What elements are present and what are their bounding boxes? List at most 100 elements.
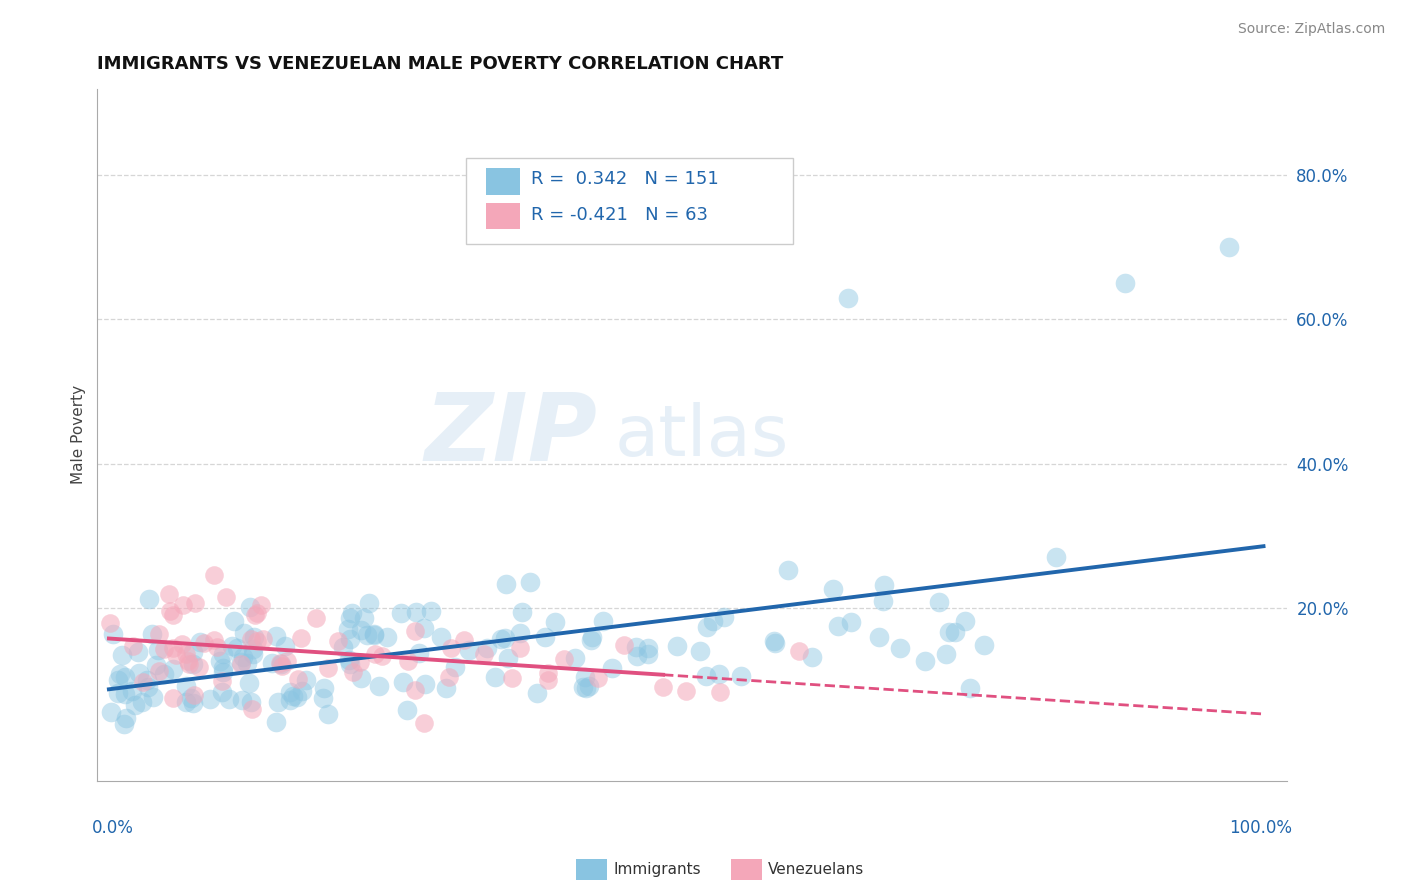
Point [131, 695, 153, 709]
Point [252, 632, 274, 646]
Point [211, 685, 233, 699]
Point [702, 615, 724, 629]
Point [326, 633, 349, 648]
Point [183, 688, 205, 702]
Point [339, 632, 361, 646]
Point [135, 673, 157, 687]
Point [172, 637, 194, 651]
Point [613, 638, 636, 652]
Point [537, 665, 560, 680]
Text: 100.0%: 100.0% [1229, 819, 1292, 838]
Point [107, 686, 129, 700]
Point [148, 627, 170, 641]
Point [239, 599, 262, 614]
Point [350, 671, 373, 685]
Point [496, 650, 519, 665]
Point [586, 671, 609, 685]
Point [107, 673, 129, 687]
Point [509, 626, 531, 640]
Point [127, 645, 149, 659]
Point [935, 647, 957, 661]
Point [236, 656, 259, 670]
Point [389, 606, 412, 620]
Point [578, 679, 600, 693]
Point [290, 631, 312, 645]
Point [624, 640, 647, 655]
Point [707, 667, 730, 681]
Point [231, 693, 253, 707]
Point [827, 619, 849, 633]
Text: Venezuelans: Venezuelans [768, 863, 863, 877]
Point [238, 675, 260, 690]
Point [501, 671, 523, 685]
Point [136, 680, 159, 694]
Point [349, 655, 371, 669]
Point [249, 598, 271, 612]
Point [176, 647, 198, 661]
Point [472, 647, 495, 661]
Point [211, 647, 233, 661]
Point [652, 681, 675, 695]
Point [281, 690, 304, 704]
Point [526, 685, 548, 699]
Point [180, 691, 202, 706]
Point [489, 632, 512, 647]
Point [270, 657, 292, 671]
Text: Source: ZipAtlas.com: Source: ZipAtlas.com [1237, 22, 1385, 37]
Point [363, 648, 385, 662]
Point [271, 659, 294, 673]
Point [184, 596, 207, 610]
Point [148, 664, 170, 678]
Point [839, 615, 862, 629]
Point [208, 654, 231, 668]
Point [801, 650, 824, 665]
Point [312, 690, 335, 705]
Point [162, 607, 184, 622]
Point [287, 672, 309, 686]
Point [205, 640, 228, 654]
Point [475, 641, 498, 656]
Point [544, 615, 567, 630]
Point [342, 665, 364, 679]
Point [232, 649, 254, 664]
Point [128, 666, 150, 681]
Point [434, 681, 457, 695]
Point [153, 666, 176, 681]
Point [112, 716, 135, 731]
Point [440, 640, 463, 655]
Point [266, 694, 288, 708]
Point [533, 630, 555, 644]
Point [404, 624, 426, 639]
Point [229, 655, 252, 669]
Point [637, 641, 659, 656]
Point [404, 682, 426, 697]
Point [412, 621, 434, 635]
Point [973, 638, 995, 652]
Point [166, 648, 188, 663]
Point [350, 623, 373, 637]
Point [141, 627, 163, 641]
Point [889, 640, 911, 655]
Point [202, 632, 225, 647]
Point [242, 647, 264, 661]
Point [675, 684, 697, 698]
Point [637, 647, 659, 661]
Point [162, 661, 184, 675]
Point [537, 673, 560, 687]
Point [153, 641, 176, 656]
Point [484, 670, 506, 684]
Point [285, 690, 308, 704]
Point [193, 636, 215, 650]
Point [413, 716, 436, 731]
Point [363, 628, 385, 642]
Point [928, 594, 950, 608]
Point [121, 684, 143, 698]
Point [368, 679, 391, 693]
Point [121, 640, 143, 654]
Point [269, 656, 291, 670]
Point [868, 630, 890, 644]
Point [243, 631, 266, 645]
Point [509, 641, 531, 656]
Point [188, 659, 211, 673]
Point [212, 665, 235, 680]
